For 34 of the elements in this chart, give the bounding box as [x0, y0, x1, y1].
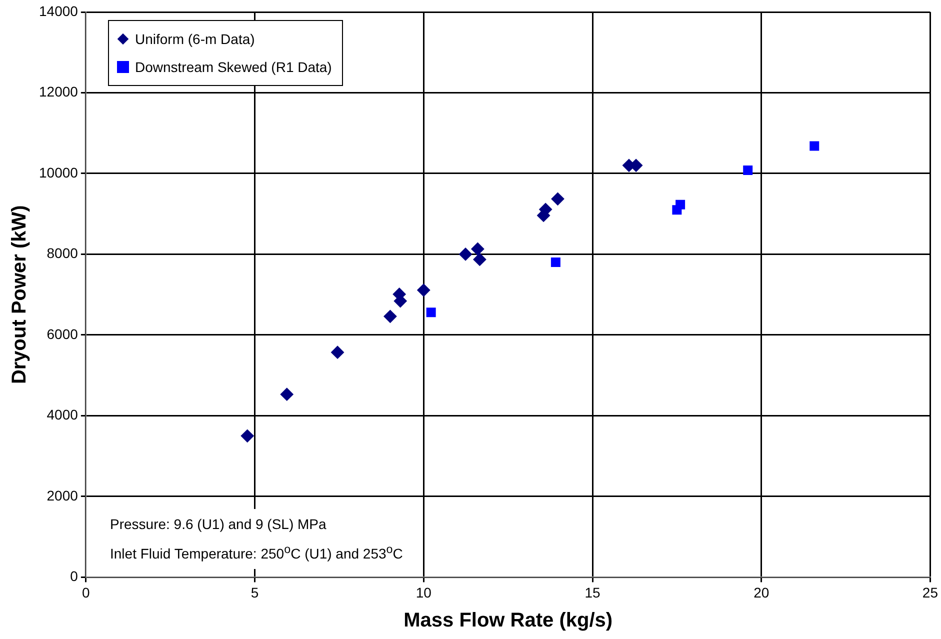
y-tick-label: 0 [70, 568, 78, 584]
point [417, 284, 430, 297]
point [672, 205, 682, 215]
y-axis-title: Dryout Power (kW) [8, 205, 31, 384]
y-tick-label: 10000 [38, 164, 78, 180]
x-axis-title: Mass Flow Rate (kg/s) [404, 610, 613, 632]
y-tick-label: 6000 [46, 326, 78, 342]
point [743, 166, 753, 175]
legend-label: Downstream Skewed (R1 Data) [135, 59, 332, 75]
point [550, 258, 560, 268]
y-tick-label: 12000 [38, 84, 78, 100]
x-tick-label: 15 [584, 584, 600, 600]
x-tick-label: 10 [416, 584, 432, 600]
x-tick-label: 5 [250, 584, 259, 600]
x-tick-label: 20 [754, 584, 770, 600]
x-tick-label: 0 [82, 584, 90, 600]
point [331, 346, 344, 359]
point [459, 248, 472, 261]
point [471, 242, 484, 256]
point [240, 429, 254, 442]
y-tick-label: 8000 [46, 245, 78, 262]
point [280, 388, 294, 401]
y-tick-label: 14000 [38, 2, 78, 19]
point [810, 141, 820, 151]
annotation: Pressure: 9.6 (U1) and 9 (SL) MPa [110, 515, 328, 534]
x-tick-label: 25 [922, 584, 938, 600]
point [551, 192, 564, 206]
annotation: Inlet Fluid Temperature: 250$^{o}$C (U1) and 253$^{o}$C [110, 542, 403, 564]
point [473, 252, 486, 266]
legend-label: Uniform (6-m Data) [135, 31, 255, 47]
y-tick-label: 2000 [46, 487, 78, 504]
point [426, 308, 436, 318]
point [384, 310, 397, 323]
y-tick-label: 4000 [46, 406, 78, 423]
